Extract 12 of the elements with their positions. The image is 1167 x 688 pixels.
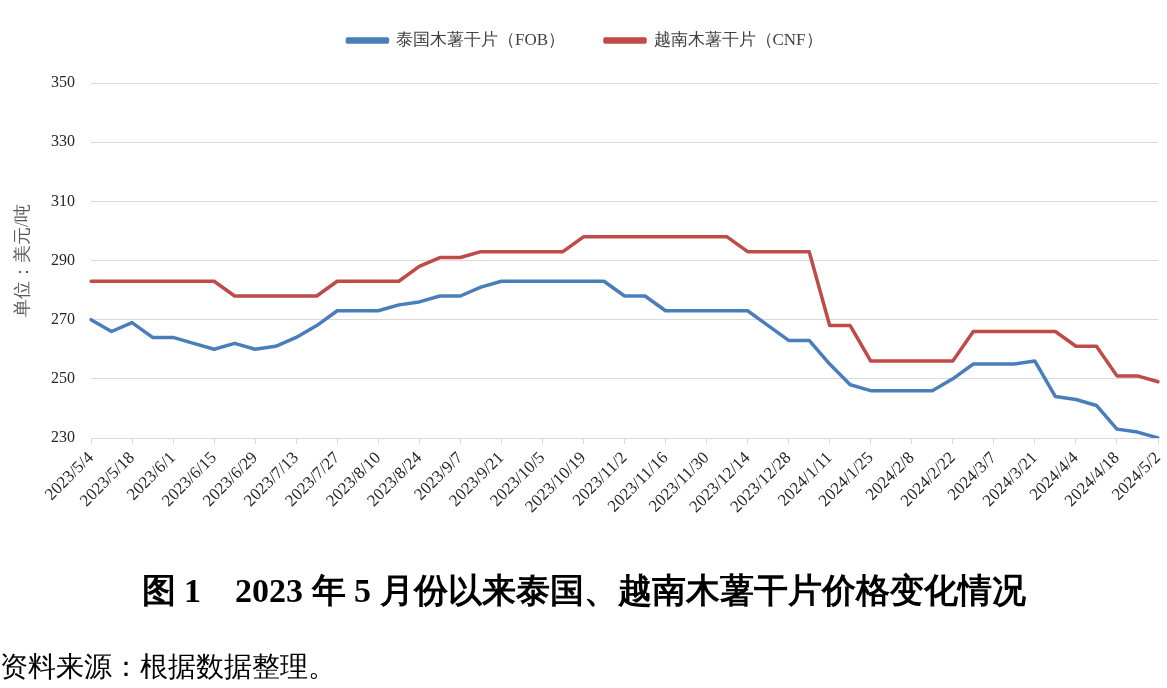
y-tick-label: 310 <box>51 191 75 209</box>
legend-label: 越南木薯干片（CNF） <box>653 29 823 49</box>
text: 图 1 2023 年 5 月份以来泰国、越南木薯干片价格变化情况 <box>140 571 1027 611</box>
y-tick-label: 290 <box>51 250 75 268</box>
y-tick-label: 250 <box>51 369 75 387</box>
y-axis-title: 单位：美元/吨 <box>11 203 32 318</box>
y-tick-label: 330 <box>51 132 75 150</box>
y-tick-label: 270 <box>51 309 75 327</box>
y-tick-label: 350 <box>51 73 75 91</box>
y-tick-label: 230 <box>51 428 75 446</box>
legend-label: 泰国木薯干片（FOB） <box>395 29 566 49</box>
text: 资料来源：根据数据整理。 <box>0 650 336 684</box>
